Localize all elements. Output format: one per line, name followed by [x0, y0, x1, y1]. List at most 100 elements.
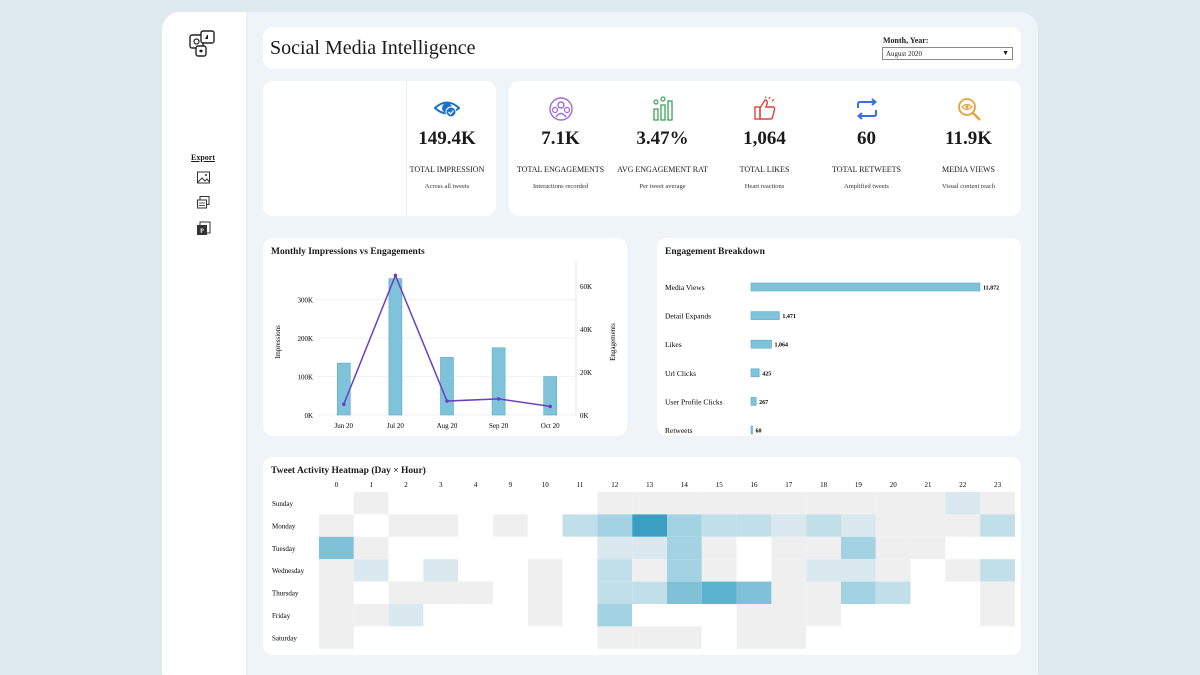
heatmap-cell [632, 604, 667, 627]
heatmap-cell [423, 536, 459, 560]
heatmap-cell [493, 581, 528, 604]
heatmap-cell [771, 492, 807, 515]
kpi-total-impressions: 149.4K TOTAL IMPRESSION Across all tweet… [393, 81, 501, 216]
heatmap-cell [980, 492, 1015, 515]
day-label: Friday [272, 612, 291, 620]
heatmap-cell [806, 514, 841, 537]
impressions-engagements-chart: Monthly Impressions vs Engagements 0K 100… [263, 238, 627, 436]
heatmap-cell [667, 626, 702, 649]
category-label: User Profile Clicks [665, 397, 723, 406]
y-tick-label: 0K [304, 412, 313, 420]
engagements-point [548, 404, 552, 409]
heatmap-cell [945, 536, 981, 560]
heatmap-cell [319, 581, 354, 604]
kpi-media-views: 11.9K MEDIA VIEWS Visual content reach [916, 81, 1021, 216]
breakdown-bar [750, 397, 757, 406]
heatmap-cell [736, 559, 772, 582]
heatmap-cell [945, 626, 981, 649]
bar-value-label: 1,471 [782, 314, 796, 320]
heatmap-cell [701, 536, 737, 560]
heatmap-cell [527, 581, 563, 604]
heatmap-cell [736, 492, 772, 515]
kpi-value: 60 [857, 128, 876, 149]
combo-chart-svg: 0K 100K 200K 300K 0K 20K 40K 60K Impressions Enga… [274, 261, 617, 430]
heatmap-cell [980, 536, 1015, 560]
heatmap-cell [319, 536, 354, 560]
heatmap-cell [980, 581, 1015, 604]
category-label: Retweets [665, 426, 693, 435]
heatmap-cell [910, 536, 946, 560]
heatmap-cell [736, 626, 772, 649]
heatmap-cell [980, 559, 1015, 582]
kpi-total-engagements: 7.1K TOTAL ENGAGEMENTS Interactions reco… [508, 81, 613, 216]
heatmap-cell [667, 514, 702, 537]
kpi-total-retweets: 60 TOTAL RETWEETS Amplified tweets [814, 81, 919, 216]
heatmap-cell [875, 492, 911, 515]
heatmap-cell [736, 581, 772, 604]
x-tick-label: Jul 20 [387, 422, 404, 430]
hbar-chart-svg: Media Views 11,872 Detail Expands 1,471 Like… [665, 282, 999, 435]
heatmap-cell [667, 492, 702, 515]
heatmap-cell [353, 559, 389, 582]
heatmap-cell [806, 492, 841, 515]
kpi-value: 7.1K [541, 128, 580, 149]
breakdown-bar [750, 311, 780, 320]
heatmap-cell [353, 626, 389, 649]
heatmap-cell [562, 514, 598, 537]
engagements-point [496, 397, 501, 401]
month-year-select[interactable]: August 2020 ▼ [882, 47, 1013, 60]
hour-label: 4 [474, 481, 478, 489]
heatmap-cell [875, 536, 911, 560]
heatmap-cell [701, 492, 737, 515]
heatmap-cell [527, 536, 563, 560]
heatmap-cell [980, 604, 1015, 627]
heatmap-cell [771, 604, 807, 627]
social-media-hub-icon[interactable] [188, 30, 218, 60]
heatmap-cell [527, 492, 563, 515]
heatmap-cell [597, 559, 633, 582]
breakdown-bar [750, 339, 772, 349]
eye-icon [434, 101, 460, 118]
heatmap-cell [527, 626, 563, 649]
heatmap-cell [910, 514, 946, 537]
y2-axis-label: Engagements [609, 323, 617, 361]
breakdown-bar [750, 425, 753, 435]
kpi-sub: Amplified tweets [844, 183, 889, 190]
heatmap-cell [597, 581, 633, 604]
engagement-breakdown-chart: Engagement Breakdown Media Views 11,872 De… [657, 238, 1021, 436]
heatmap-cell [875, 604, 911, 627]
copy-export-icon[interactable] [196, 195, 211, 210]
heatmap-cell [910, 604, 946, 627]
category-label: Media Views [665, 283, 705, 292]
kpi-label: TOTAL ENGAGEMENTS [516, 165, 605, 174]
kpi-label: MEDIA VIEWS [942, 165, 995, 174]
heatmap-cell [667, 559, 702, 582]
y-tick-label: 200K [297, 335, 313, 343]
heatmap-cell [841, 559, 876, 582]
heatmap-cell [597, 514, 633, 537]
heatmap-cell [980, 626, 1015, 649]
heatmap-cell [423, 559, 459, 582]
day-label: Wednesday [272, 567, 305, 575]
kpi-sub: Across all tweets [424, 183, 470, 190]
heatmap-cell [353, 492, 389, 515]
export-label: Export [191, 153, 215, 162]
day-label: Monday [272, 522, 296, 530]
y2-tick-label: 20K [580, 369, 592, 377]
chart-title: Tweet Activity Heatmap (Day × Hour) [271, 466, 426, 476]
pdf-export-icon[interactable]: P [196, 221, 211, 236]
heatmap-cell [562, 626, 598, 649]
kpi-sub: Heart reactions [744, 183, 785, 190]
heatmap-cell [701, 626, 737, 649]
heatmap-cell [388, 492, 424, 515]
heatmap-cell [875, 581, 911, 604]
heatmap-cell [458, 559, 493, 582]
heatmap-cell [319, 514, 354, 537]
heatmap-cell [632, 536, 667, 560]
day-label: Saturday [272, 634, 297, 642]
heatmap-cell [388, 514, 424, 537]
heatmap-cell [806, 604, 841, 627]
month-year-value: August 2020 [886, 50, 922, 58]
heatmap-cell [945, 492, 981, 515]
image-export-icon[interactable] [196, 170, 211, 185]
